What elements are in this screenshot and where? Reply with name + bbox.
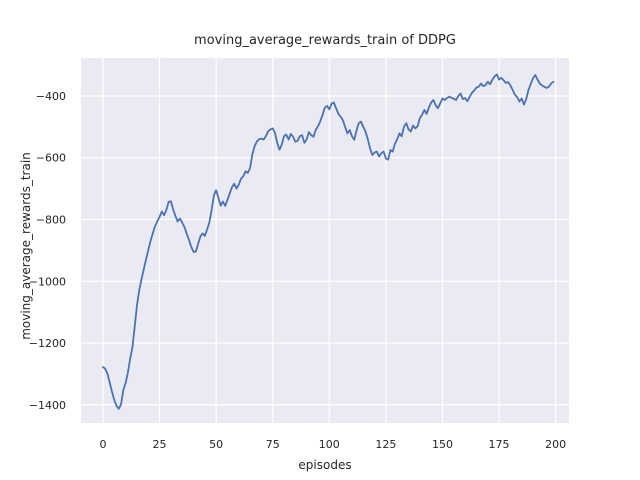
x-axis-label: episodes [298, 458, 351, 472]
chart-title: moving_average_rewards_train of DDPG [194, 33, 456, 48]
y-tick-label: −800 [36, 214, 66, 227]
x-tick-label: 150 [432, 438, 453, 451]
y-tick-label: −400 [36, 90, 66, 103]
y-tick-label: −600 [36, 152, 66, 165]
y-axis-label: moving_average_rewards_train [19, 152, 33, 340]
y-tick-label: −1400 [29, 399, 66, 412]
x-tick-label: 25 [153, 438, 167, 451]
y-tick-label: −1200 [29, 337, 66, 350]
gridlines [81, 58, 569, 423]
plot-area [81, 58, 569, 423]
y-tick-labels: −400 −600 −800 −1000 −1200 −1400 [29, 90, 66, 412]
x-tick-label: 50 [209, 438, 223, 451]
x-tick-label: 100 [319, 438, 340, 451]
x-tick-label: 200 [545, 438, 566, 451]
y-tick-label: −1000 [29, 275, 66, 288]
x-tick-labels: 0 25 50 75 100 125 150 175 200 [99, 438, 566, 451]
x-tick-label: 175 [489, 438, 510, 451]
x-tick-label: 75 [266, 438, 280, 451]
x-tick-label: 0 [99, 438, 106, 451]
data-line [102, 73, 555, 410]
x-tick-label: 125 [375, 438, 396, 451]
